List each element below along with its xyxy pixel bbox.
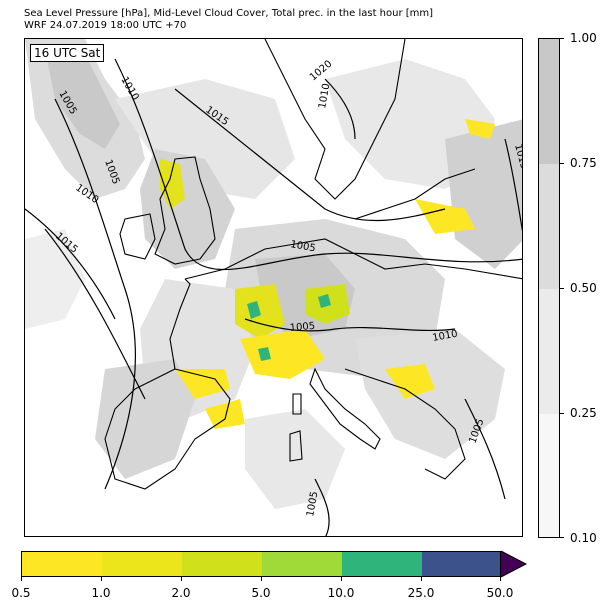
time-label: 16 UTC Sat (30, 44, 105, 62)
precip-colorbar-segment (342, 552, 422, 576)
coastline-balkans (344, 368, 466, 480)
cloud-patch (445, 119, 522, 269)
isobar-label: 1010 (432, 329, 459, 344)
coastline-britain (154, 156, 216, 265)
precip-patch (465, 119, 495, 139)
coastline-baltic (354, 168, 476, 220)
map-panel: 1005 1010 1015 1020 1005 1010 1015 1010 … (24, 38, 523, 537)
cloud-patch (45, 44, 120, 149)
isobar-label: 1005 (289, 321, 315, 334)
isobar-line (25, 208, 116, 320)
precip-tick-label: 50.0 (486, 586, 514, 600)
cloud-cover-colorbar (538, 38, 560, 538)
isobar-line (324, 78, 356, 140)
precip-tick-mark (101, 577, 102, 581)
cloud-patch (245, 409, 345, 509)
coastline-continent (184, 238, 522, 280)
title-line-1: Sea Level Pressure [hPa], Mid-Level Clou… (24, 8, 434, 19)
coastline-layer (104, 39, 522, 490)
precip-colorbar-segment (422, 552, 500, 576)
precip-tick-label: 0.5 (11, 586, 31, 600)
precip-colorbar-segment (102, 552, 182, 576)
coastline-scandinavia (264, 39, 406, 200)
precip-tick-mark (341, 577, 342, 581)
isobar-label: 1010 (317, 83, 332, 110)
precipitation-colorbar (21, 551, 501, 577)
precip-colorbar-segment (182, 552, 262, 576)
precip-colorbar-segment (262, 552, 342, 576)
isobar-label: 1015 (512, 143, 523, 170)
isobar-label: 1005 (305, 491, 320, 518)
isobar-line (504, 138, 522, 232)
precip-tick-mark (261, 577, 262, 581)
cloud-cover-layer (25, 39, 522, 509)
precip-patch (385, 364, 435, 399)
cloud-tick-label: 0.25 (570, 406, 597, 420)
cloud-tick-label: 0.75 (570, 156, 597, 170)
cloud-tick-label: 1.00 (570, 31, 597, 45)
precip-patch (160, 159, 185, 209)
cloud-patch (355, 329, 505, 459)
precip-tick-label: 5.0 (251, 586, 271, 600)
cloud-colorbar-segment (539, 164, 559, 289)
cloud-patch (25, 229, 85, 329)
precip-patch (175, 369, 230, 399)
isobar-line (174, 88, 446, 222)
precip-arrow-outline (500, 550, 528, 578)
cloud-tick-label: 0.10 (570, 531, 597, 545)
precip-patch (415, 199, 475, 234)
isobar-line (244, 318, 456, 332)
cloud-tick-label: 0.50 (570, 281, 597, 295)
coastline-iberia (104, 368, 231, 490)
precip-tick-label: 10.0 (327, 586, 355, 600)
cloud-tick-mark (560, 288, 564, 289)
precip-tick-label: 2.0 (171, 586, 191, 600)
cloud-tick-mark (560, 163, 564, 164)
isobar-line (314, 478, 330, 536)
cloud-tick-mark (560, 537, 564, 538)
precip-tick-label: 25.0 (407, 586, 435, 600)
coastline-ireland (119, 213, 156, 260)
isobar-line (114, 58, 522, 270)
cloud-colorbar-segment (539, 289, 559, 414)
isobar-label: 1005 (289, 239, 316, 254)
isobar-layer (25, 58, 522, 536)
map-svg: 1005 1010 1015 1020 1005 1010 1015 1010 … (25, 39, 523, 536)
precip-patch (318, 294, 331, 308)
coastline-italy (309, 367, 381, 450)
isobar-line (44, 228, 146, 400)
figure-title: Sea Level Pressure [hPa], Mid-Level Clou… (24, 8, 433, 32)
cloud-colorbar-segment (539, 39, 559, 164)
title-line-2: WRF 24.07.2019 18:00 UTC +70 (24, 20, 187, 31)
isobar-line (54, 98, 136, 490)
precip-patch (247, 301, 261, 319)
precip-tick-mark (421, 577, 422, 581)
precip-tick-mark (181, 577, 182, 581)
isobar-line (464, 398, 506, 500)
coastline-sardinia (289, 430, 303, 462)
cloud-colorbar-segment (539, 414, 559, 537)
coastline-corsica (292, 393, 302, 415)
precipitation-layer (160, 119, 495, 429)
precip-colorbar-segment (22, 552, 102, 576)
cloud-tick-mark (560, 38, 564, 39)
cloud-patch (115, 79, 295, 199)
precip-tick-label: 1.0 (91, 586, 111, 600)
precip-patch (258, 347, 271, 361)
precip-patch (240, 329, 325, 379)
cloud-tick-mark (560, 413, 564, 414)
precip-patch (205, 399, 245, 429)
precip-colorbar-extend-arrow (501, 551, 525, 577)
precip-tick-mark (21, 577, 22, 581)
coastline-france-west (169, 278, 191, 370)
precip-tick-mark (500, 577, 501, 581)
